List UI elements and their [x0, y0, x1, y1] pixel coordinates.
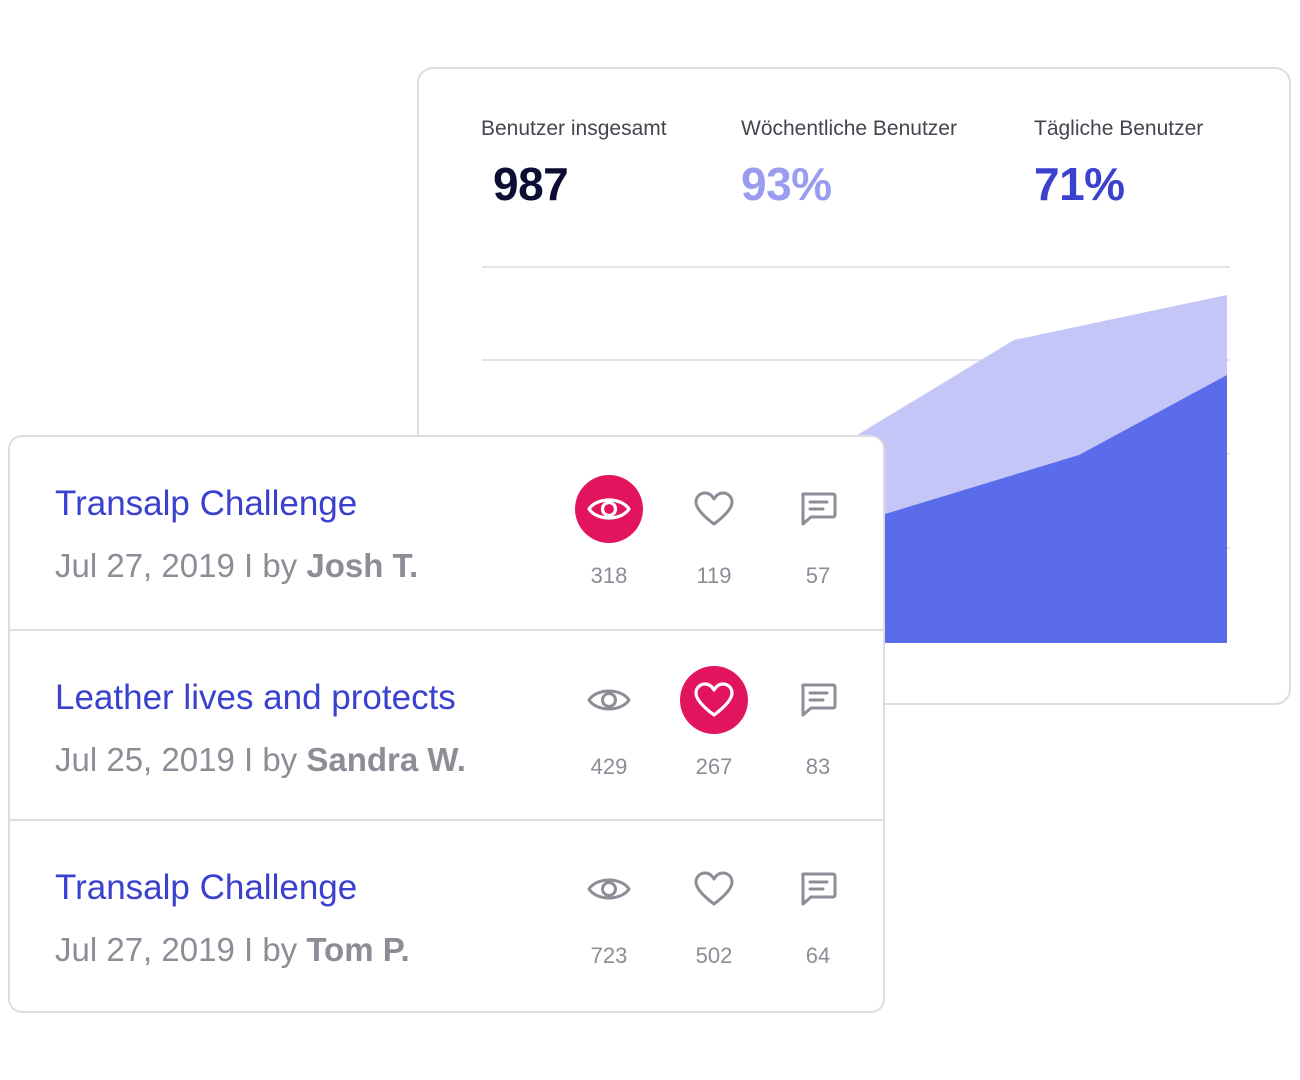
metric-total-value: 987: [493, 158, 569, 210]
post-title-link[interactable]: Transalp Challenge: [55, 868, 358, 907]
eye-icon: [587, 498, 631, 520]
post-title-link[interactable]: Leather lives and protects: [55, 678, 456, 717]
metric-weekly-users: Wöchentliche Benutzer 93%: [741, 117, 957, 211]
heart-icon: [694, 682, 734, 717]
post-author: Sandra W.: [306, 741, 466, 778]
comment-button[interactable]: [784, 855, 852, 923]
post-row: Transalp Challenge Jul 27, 2019 I by Tom…: [10, 819, 883, 1009]
views-count: 429: [590, 754, 628, 779]
comment-button[interactable]: [784, 475, 852, 543]
likes-count: 267: [695, 754, 733, 779]
post-author: Josh T.: [306, 547, 419, 584]
heart-icon: [694, 871, 734, 906]
views-button[interactable]: [575, 475, 643, 543]
likes-stat: 119: [674, 475, 754, 589]
daily-users-area: [849, 375, 1227, 643]
metric-weekly-value: 93%: [741, 158, 832, 210]
likes-stat: 502: [674, 855, 754, 969]
post-date: Jul 25, 2019 I by: [55, 741, 307, 778]
post-date: Jul 27, 2019 I by: [55, 547, 307, 584]
eye-icon: [587, 689, 631, 711]
comments-stat: 57: [778, 475, 858, 589]
views-stat: 429: [569, 666, 649, 780]
metric-daily-users: Tägliche Benutzer 71%: [1034, 117, 1203, 211]
like-button[interactable]: [680, 855, 748, 923]
comments-count: 64: [805, 943, 831, 968]
comment-icon: [801, 872, 837, 906]
users-area-chart: [482, 266, 1230, 643]
comments-count: 57: [805, 563, 831, 588]
likes-count: 119: [696, 563, 732, 588]
comment-icon: [801, 683, 837, 717]
heart-icon: [694, 491, 734, 526]
metric-daily-value: 71%: [1034, 158, 1125, 210]
views-stat: 318: [569, 475, 649, 589]
metric-daily-label: Tägliche Benutzer: [1034, 117, 1204, 140]
post-meta: Jul 25, 2019 I by Sandra W.: [55, 741, 466, 779]
views-stat: 723: [569, 855, 649, 969]
metric-total-users: Benutzer insgesamt 987: [481, 117, 667, 211]
views-button[interactable]: [575, 666, 643, 734]
post-title-link[interactable]: Transalp Challenge: [55, 484, 358, 523]
comments-stat: 64: [778, 855, 858, 969]
comment-icon: [801, 492, 837, 526]
posts-list-card: Transalp Challenge Jul 27, 2019 I by Jos…: [8, 435, 885, 1013]
comments-count: 83: [805, 754, 831, 779]
post-row: Leather lives and protects Jul 25, 2019 …: [10, 629, 883, 819]
likes-count: 502: [695, 943, 733, 968]
post-meta: Jul 27, 2019 I by Josh T.: [55, 547, 418, 585]
comment-button[interactable]: [784, 666, 852, 734]
post-meta: Jul 27, 2019 I by Tom P.: [55, 931, 410, 969]
views-count: 318: [590, 563, 628, 588]
metric-weekly-label: Wöchentliche Benutzer: [741, 117, 957, 140]
post-row: Transalp Challenge Jul 27, 2019 I by Jos…: [10, 437, 883, 629]
like-button[interactable]: [680, 666, 748, 734]
eye-icon: [587, 878, 631, 900]
views-count: 723: [590, 943, 628, 968]
post-date: Jul 27, 2019 I by: [55, 931, 307, 968]
likes-stat: 267: [674, 666, 754, 780]
metric-total-label: Benutzer insgesamt: [481, 117, 667, 140]
views-button[interactable]: [575, 855, 643, 923]
post-author: Tom P.: [306, 931, 410, 968]
like-button[interactable]: [680, 475, 748, 543]
comments-stat: 83: [778, 666, 858, 780]
